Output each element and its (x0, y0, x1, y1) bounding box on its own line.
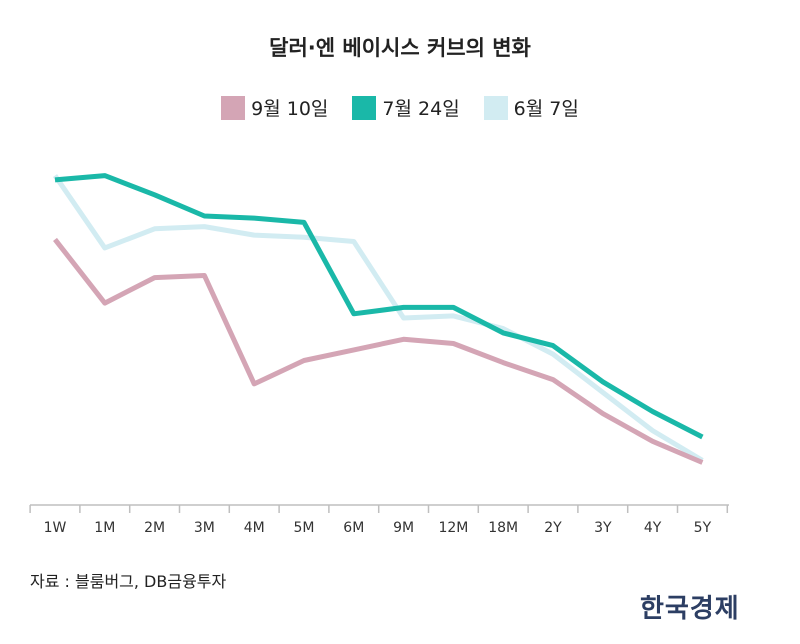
legend-swatch-jun7 (483, 95, 508, 120)
series-layer (52, 173, 704, 465)
legend-swatch-jul24 (352, 95, 377, 120)
x-tick-label: 3M (194, 520, 215, 536)
x-tick-label: 6M (343, 520, 364, 536)
legend-label-jun7: 6월 7일 (513, 98, 579, 120)
x-tick-label: 3Y (594, 520, 612, 536)
x-tick-label: 4Y (644, 520, 662, 536)
series-line-1 (54, 173, 704, 440)
legend: 9월 10일 7월 24일 6월 7일 (0, 94, 800, 121)
series-line-2 (52, 174, 704, 463)
x-tick-label: 9M (393, 520, 414, 536)
line-chart: 1W 1M 2M 3M 4M 5M 6M 9M 12M 18M 2Y 3Y 4Y 5Y (29, 173, 729, 536)
source-note: 자료 : 블룸버그, DB금융투자 (30, 572, 227, 591)
legend-label-jul24: 7월 24일 (382, 98, 460, 120)
legend-swatch-sep10 (221, 95, 246, 120)
x-tick-label: 4M (244, 520, 265, 536)
series-line-0 (53, 237, 704, 465)
x-tick-label: 1W (44, 520, 67, 536)
legend-item-sep10: 9월 10일 (221, 94, 328, 121)
legend-label-sep10: 9월 10일 (251, 98, 329, 120)
x-tick-label: 2Y (544, 520, 562, 536)
x-tick-label: 5Y (694, 520, 712, 536)
x-tick-label: 5M (294, 520, 315, 536)
x-axis: 1W 1M 2M 3M 4M 5M 6M 9M 12M 18M 2Y 3Y 4Y 5Y (29, 504, 729, 536)
chart-title: 달러·엔 베이시스 커브의 변화 (269, 36, 531, 60)
x-tick-label: 1M (94, 520, 115, 536)
legend-item-jun7: 6월 7일 (483, 94, 579, 121)
legend-item-jul24: 7월 24일 (352, 94, 460, 121)
x-tick-label: 2M (144, 520, 165, 536)
brand-logo: 한국경제 (640, 594, 740, 624)
x-tick-label: 12M (438, 520, 468, 536)
x-tick-label: 18M (488, 520, 518, 536)
